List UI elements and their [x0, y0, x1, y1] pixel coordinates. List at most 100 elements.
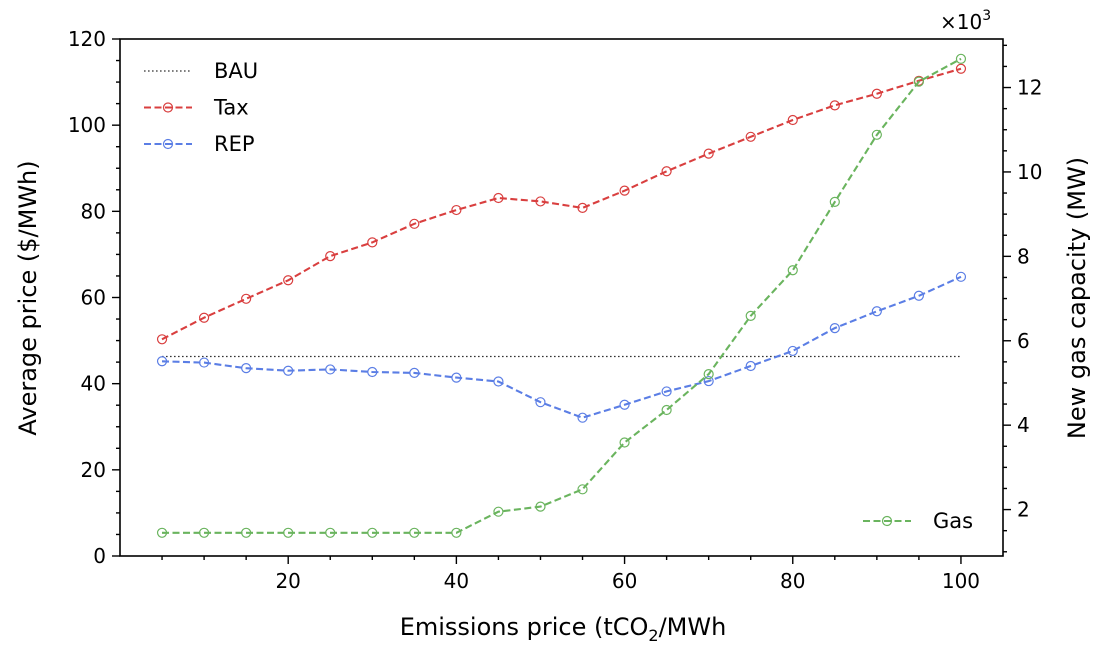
rep-data-point — [409, 367, 420, 378]
gas-data-point — [367, 527, 378, 538]
legend-bau-label: BAU — [214, 59, 258, 83]
left-y-tick-label: 0 — [93, 544, 106, 568]
legend-rep-label: REP — [214, 132, 255, 156]
gas-data-point — [535, 501, 546, 512]
tax-data-point — [156, 334, 168, 345]
rep-data-point — [955, 271, 967, 282]
tax-data-point — [493, 192, 504, 204]
left-y-tick-label: 120 — [68, 27, 106, 51]
x-axis-label-tail: /MWh — [659, 613, 727, 641]
legend-upper-left: BAU Tax REP — [144, 59, 258, 156]
rep-data-point — [871, 306, 882, 317]
tax-data-point — [367, 237, 378, 248]
legend-tax-label: Tax — [213, 96, 249, 120]
tax-data-point — [283, 275, 294, 286]
rep-data-point — [829, 322, 840, 334]
right-y-tick-label: 4 — [1017, 413, 1030, 437]
right-axis-multiplier-exponent: 3 — [982, 8, 991, 24]
right-y-tick-label: 8 — [1017, 244, 1030, 268]
left-y-tick-label: 100 — [68, 113, 106, 137]
rep-data-point — [913, 290, 925, 301]
rep-data-point — [535, 397, 546, 408]
right-y-axis: 2 4 6 8 10 12 — [1003, 44, 1042, 553]
gas-data-point — [409, 527, 420, 538]
right-y-tick-label: 6 — [1017, 329, 1030, 353]
x-tick-label: 80 — [780, 569, 805, 593]
rep-data-point — [325, 364, 336, 375]
tax-data-point — [451, 204, 462, 216]
left-y-tick-label: 60 — [81, 286, 106, 310]
left-y-tick-label: 20 — [81, 458, 106, 482]
right-y-tick-label: 2 — [1017, 498, 1030, 522]
tax-data-point — [535, 196, 546, 207]
rep-data-point — [703, 375, 714, 387]
tax-data-point — [787, 114, 798, 126]
gas-data-point — [787, 265, 798, 276]
x-tick-label: 40 — [444, 569, 469, 593]
legend-tax-marker — [162, 102, 174, 113]
rep-data-point — [241, 363, 252, 374]
right-y-tick-label: 10 — [1017, 160, 1042, 184]
gas-data-point — [703, 369, 714, 380]
rep-data-point — [745, 360, 756, 372]
tax-data-point — [619, 185, 630, 196]
right-y-tick-label: 12 — [1017, 76, 1042, 100]
legend-gas-marker — [881, 515, 893, 527]
gas-data-point — [451, 527, 462, 538]
tax-series-line — [161, 67, 962, 341]
x-axis: 20 40 60 80 100 — [161, 556, 980, 593]
x-axis-label-subscript: 2 — [648, 626, 658, 645]
rep-data-point — [493, 376, 504, 387]
rep-data-point — [283, 365, 294, 376]
tax-data-point — [198, 312, 210, 323]
rep-data-point — [367, 366, 378, 378]
x-axis-label-main: Emissions price (tCO — [400, 613, 649, 641]
rep-data-point — [198, 357, 210, 368]
gas-data-point — [198, 527, 210, 538]
tax-data-point — [409, 218, 420, 229]
rep-data-point — [661, 386, 672, 397]
gas-data-point — [325, 527, 336, 538]
gas-data-point — [913, 76, 925, 87]
tax-data-point — [325, 251, 336, 262]
gas-data-point — [283, 527, 294, 538]
gas-data-point — [955, 53, 967, 64]
left-y-tick-label: 80 — [81, 199, 106, 223]
rep-data-point — [619, 399, 630, 410]
gas-data-point — [577, 484, 588, 495]
rep-data-point — [787, 345, 798, 357]
rep-data-point — [577, 412, 588, 423]
tax-data-point — [661, 166, 672, 177]
legend-gas-label: Gas — [933, 509, 973, 533]
legend-rep-marker — [162, 138, 174, 150]
tax-data-point — [703, 148, 714, 159]
gas-data-point — [871, 129, 882, 140]
x-tick-label: 20 — [275, 569, 300, 593]
plot-marks — [156, 53, 967, 538]
tax-data-point — [577, 202, 588, 213]
gas-data-point — [829, 196, 840, 208]
tax-data-point — [241, 293, 252, 304]
x-axis-label: Emissions price (tCO2/MWh — [400, 613, 727, 645]
rep-data-point — [451, 372, 462, 383]
x-tick-label: 60 — [612, 569, 637, 593]
right-y-axis-label: New gas capacity (MW) — [1063, 157, 1091, 439]
right-axis-multiplier-base: ×10 — [940, 10, 982, 34]
left-y-axis: 0 20 40 60 80 100 120 — [68, 27, 120, 568]
gas-data-point — [156, 527, 168, 538]
gas-series-line — [162, 57, 962, 534]
gas-data-point — [241, 527, 252, 538]
right-axis-multiplier: ×103 — [940, 8, 991, 34]
gas-data-point — [661, 404, 672, 416]
rep-data-point — [156, 356, 168, 367]
gas-data-point — [745, 310, 756, 321]
tax-data-point — [955, 63, 967, 74]
legend-lower-right: Gas — [863, 509, 973, 533]
x-tick-label: 100 — [942, 569, 980, 593]
tax-data-point — [871, 88, 882, 99]
tax-data-point — [745, 131, 756, 142]
gas-data-point — [619, 437, 630, 448]
tax-data-point — [829, 100, 840, 111]
gas-data-point — [493, 506, 504, 517]
